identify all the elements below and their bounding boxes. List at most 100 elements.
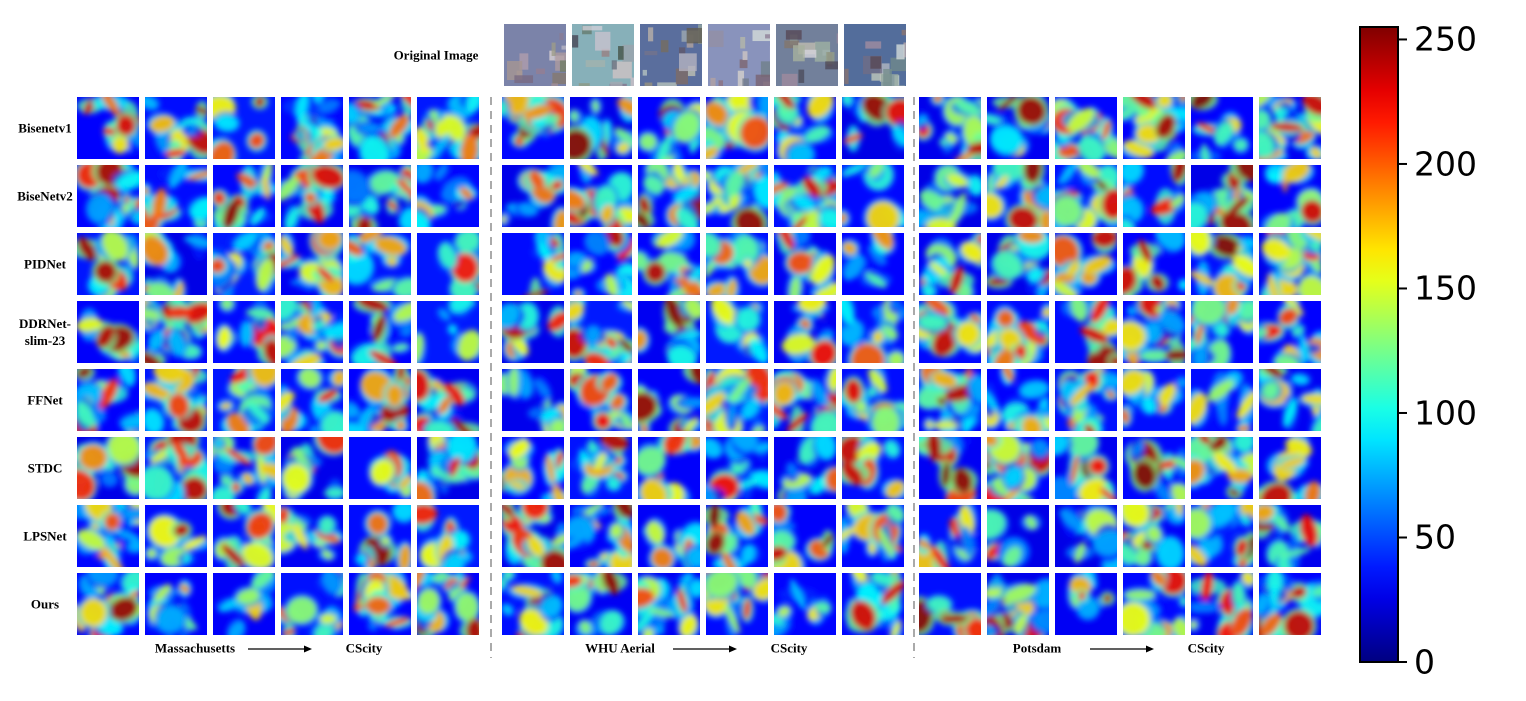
heatmap-tile	[145, 505, 207, 567]
arrow-head	[1146, 645, 1154, 653]
heatmap-tile	[145, 437, 207, 499]
heatmap-tile	[1123, 437, 1185, 499]
original-image	[708, 24, 770, 86]
heatmap-tile	[1259, 165, 1321, 227]
heatmap-tile	[706, 505, 768, 567]
heatmap-tile	[213, 301, 275, 363]
original-image	[572, 24, 634, 86]
heatmap-tile	[638, 369, 700, 431]
heatmap-tile	[281, 573, 343, 635]
row-label: Bisenetv1	[18, 120, 72, 136]
row-label: FFNet	[27, 392, 63, 408]
heatmap-tile	[349, 165, 411, 227]
heatmap-tile	[1259, 505, 1321, 567]
heatmap-tile	[1191, 97, 1253, 159]
row-label: DDRNet- slim-23	[19, 316, 71, 348]
group-target: CScity	[1187, 640, 1225, 656]
heatmap-tile	[1123, 573, 1185, 635]
heatmap-tile	[774, 505, 836, 567]
heatmap-tile	[919, 437, 981, 499]
heatmap-tile	[502, 301, 564, 363]
heatmap-tile	[706, 369, 768, 431]
heatmap-tile	[1259, 369, 1321, 431]
heatmap-tile	[842, 437, 904, 499]
heatmap-tile	[919, 369, 981, 431]
colorbar-tick-label: 200	[1414, 144, 1477, 184]
heatmap-tile	[919, 301, 981, 363]
heatmap-tile	[919, 97, 981, 159]
colorbar-tick-label: 250	[1414, 19, 1477, 59]
heatmap-tile	[502, 573, 564, 635]
heatmap-tile	[417, 233, 479, 295]
heatmap-tile	[281, 97, 343, 159]
heatmap-tile	[1191, 165, 1253, 227]
heatmap-tile	[706, 233, 768, 295]
heatmap-tile	[349, 437, 411, 499]
heatmap-tile	[638, 301, 700, 363]
heatmap-tile	[842, 165, 904, 227]
colorbar-tick-label: 50	[1414, 517, 1456, 557]
heatmap-tile	[1055, 165, 1117, 227]
heatmap-tile	[77, 573, 139, 635]
original-image	[504, 24, 566, 86]
heatmap-tile	[987, 437, 1049, 499]
heatmap-tile	[145, 233, 207, 295]
heatmap-tile	[349, 301, 411, 363]
heatmap-tile	[1123, 301, 1185, 363]
heatmap-tile	[570, 233, 632, 295]
heatmap-tile	[1055, 301, 1117, 363]
heatmap-tile	[417, 301, 479, 363]
heatmap-tile	[1191, 369, 1253, 431]
heatmap-tile	[774, 97, 836, 159]
heatmap-tile	[77, 301, 139, 363]
heatmap-tile	[1055, 369, 1117, 431]
heatmap-tile	[213, 437, 275, 499]
heatmap-tile	[638, 233, 700, 295]
heatmap-tile	[145, 573, 207, 635]
heatmap-tile	[1123, 233, 1185, 295]
heatmap-tile	[919, 165, 981, 227]
heatmap-tile	[213, 573, 275, 635]
heatmap-tile	[774, 233, 836, 295]
heatmap-tile	[417, 165, 479, 227]
heatmap-tile	[349, 573, 411, 635]
colorbar-tick-label: 100	[1414, 393, 1477, 433]
heatmap-tile	[349, 233, 411, 295]
heatmap-tile	[145, 165, 207, 227]
heatmap-tile	[987, 165, 1049, 227]
heatmap-tile	[706, 301, 768, 363]
heatmap-tile	[213, 233, 275, 295]
heatmap-tile	[774, 165, 836, 227]
heatmap-tile	[213, 97, 275, 159]
heatmap-tile	[987, 97, 1049, 159]
heatmap-tile	[1259, 573, 1321, 635]
arrow-head	[729, 645, 737, 653]
heatmap-tile	[1259, 233, 1321, 295]
heatmap-tile	[774, 573, 836, 635]
heatmap-tile	[281, 301, 343, 363]
heatmap-tile	[1123, 165, 1185, 227]
group-source: Massachusetts	[154, 640, 236, 656]
heatmap-tile	[570, 301, 632, 363]
heatmap-tile	[349, 97, 411, 159]
heatmap-tile	[987, 369, 1049, 431]
row-label: Ours	[30, 596, 60, 612]
heatmap-tile	[417, 573, 479, 635]
heatmap-tile	[842, 573, 904, 635]
heatmap-tile	[570, 165, 632, 227]
heatmap-tile	[502, 437, 564, 499]
heatmap-tile	[281, 437, 343, 499]
colorbar-tick-label: 150	[1414, 268, 1477, 308]
heatmap-tile	[145, 369, 207, 431]
heatmap-tile	[987, 505, 1049, 567]
heatmap-tile	[842, 97, 904, 159]
heatmap-tile	[570, 369, 632, 431]
heatmap-tile	[77, 437, 139, 499]
group-source: Potsdam	[1012, 640, 1062, 656]
heatmap-tile	[987, 573, 1049, 635]
arrow-head	[304, 645, 312, 653]
heatmap-tile	[638, 165, 700, 227]
heatmap-tile	[1191, 573, 1253, 635]
heatmap-tile	[1123, 505, 1185, 567]
heatmap-tile	[281, 369, 343, 431]
